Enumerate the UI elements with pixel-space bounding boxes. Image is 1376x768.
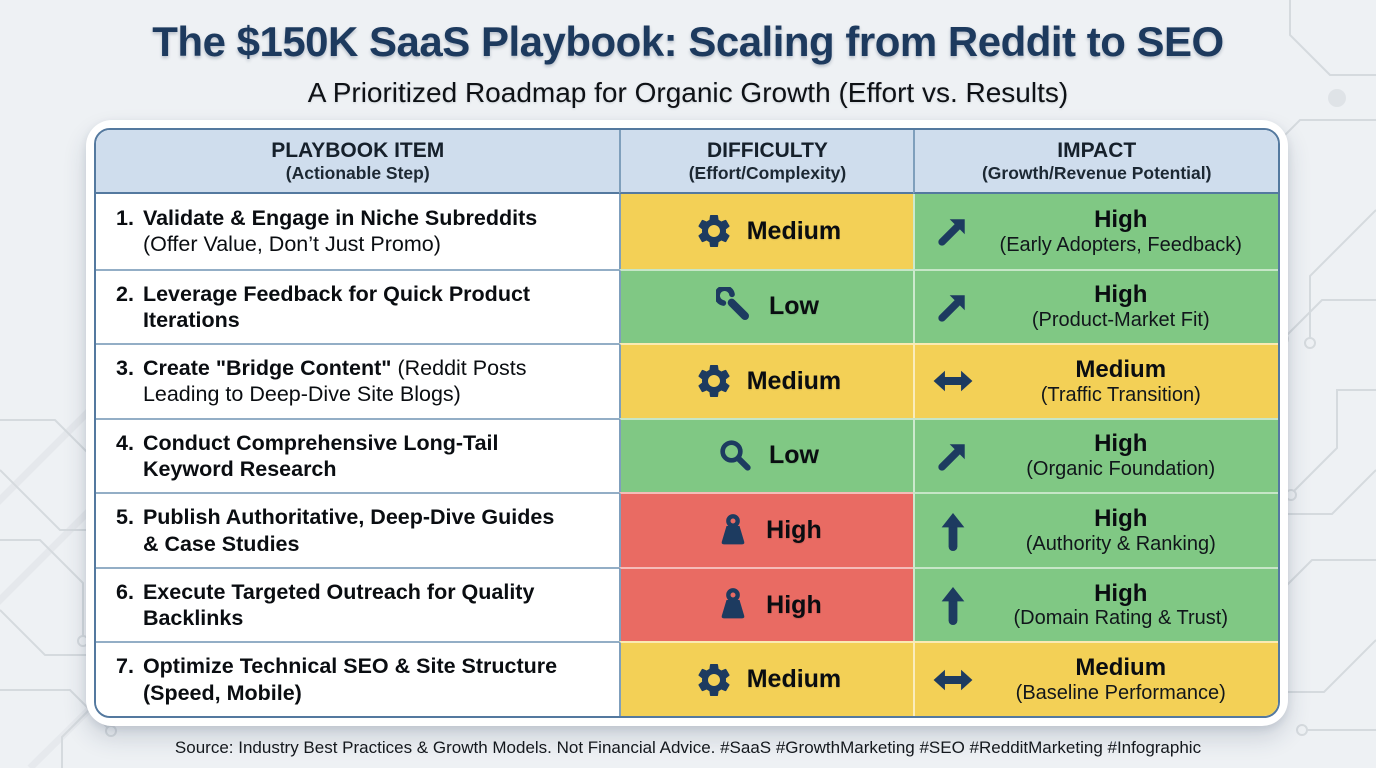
impact-detail: (Early Adopters, Feedback) bbox=[999, 233, 1242, 256]
row-number: 1. bbox=[116, 206, 134, 231]
playbook-item-text: 5. Publish Authoritative, Deep-Dive Guid… bbox=[116, 504, 575, 556]
column-header-sublabel: (Growth/Revenue Potential) bbox=[981, 163, 1212, 183]
impact-cell: High (Domain Rating & Trust) bbox=[913, 566, 1278, 642]
playbook-item-text: 3. Create "Bridge Content" (Reddit Posts… bbox=[116, 355, 575, 407]
playbook-item-text: 7. Optimize Technical SEO & Site Structu… bbox=[116, 653, 575, 705]
impact-detail: (Product-Market Fit) bbox=[1031, 309, 1210, 332]
impact-cell: Medium (Baseline Performance) bbox=[913, 641, 1278, 716]
difficulty-cell: High bbox=[619, 492, 914, 567]
playbook-card: PLAYBOOK ITEM (Actionable Step) DIFFICUL… bbox=[86, 120, 1288, 726]
impact-cell: High (Organic Foundation) bbox=[913, 417, 1278, 493]
item-bold-text: Create "Bridge Content" bbox=[142, 356, 392, 381]
gear-icon bbox=[694, 660, 734, 700]
row-number: 4. bbox=[116, 430, 134, 455]
item-bold-text: Execute Targeted Outreach for Quality Ba… bbox=[142, 579, 535, 631]
playbook-table: PLAYBOOK ITEM (Actionable Step) DIFFICUL… bbox=[94, 128, 1280, 718]
weight-icon bbox=[713, 585, 753, 625]
arrow-left-right-icon bbox=[931, 359, 975, 403]
playbook-item-text: 6. Execute Targeted Outreach for Quality… bbox=[116, 579, 575, 631]
playbook-item-cell: 4. Conduct Comprehensive Long-Tail Keywo… bbox=[96, 417, 620, 493]
column-header-label: DIFFICULTY bbox=[706, 138, 828, 162]
weight-icon bbox=[713, 511, 753, 551]
playbook-item-text: 2. Leverage Feedback for Quick Product I… bbox=[116, 281, 575, 333]
playbook-item-cell: 5. Publish Authoritative, Deep-Dive Guid… bbox=[96, 492, 620, 567]
impact-level: High bbox=[1094, 205, 1148, 233]
column-header-sublabel: (Effort/Complexity) bbox=[688, 163, 847, 183]
impact-cell: High (Early Adopters, Feedback) bbox=[913, 194, 1278, 269]
impact-detail: (Domain Rating & Trust) bbox=[1013, 607, 1228, 630]
item-detail-text: (Reddit Posts Leading to Deep-Dive Site … bbox=[142, 356, 527, 407]
impact-detail: (Organic Foundation) bbox=[1026, 458, 1216, 481]
difficulty-cell: Low bbox=[619, 417, 914, 493]
source-footer: Source: Industry Best Practices & Growth… bbox=[174, 738, 1202, 757]
page-subtitle: A Prioritized Roadmap for Organic Growth… bbox=[307, 77, 1069, 108]
row-number: 7. bbox=[116, 654, 134, 679]
difficulty-label: Low bbox=[768, 441, 819, 470]
impact-level: High bbox=[1094, 430, 1148, 458]
difficulty-cell: Medium bbox=[619, 641, 914, 716]
column-header-playbook-item: PLAYBOOK ITEM (Actionable Step) bbox=[96, 130, 620, 194]
difficulty-cell: Medium bbox=[619, 194, 914, 269]
playbook-item-text: 4. Conduct Comprehensive Long-Tail Keywo… bbox=[116, 430, 575, 482]
difficulty-cell: High bbox=[619, 566, 914, 642]
row-number: 5. bbox=[116, 505, 134, 530]
column-header-label: IMPACT bbox=[1057, 138, 1137, 162]
row-number: 6. bbox=[116, 579, 134, 604]
impact-level: High bbox=[1094, 504, 1148, 532]
difficulty-cell: Low bbox=[619, 268, 914, 344]
impact-level: Medium bbox=[1075, 355, 1167, 383]
item-bold-text: Leverage Feedback for Quick Product Iter… bbox=[142, 281, 531, 332]
impact-level: Medium bbox=[1075, 654, 1167, 682]
item-bold-text: Publish Authoritative, Deep-Dive Guides … bbox=[142, 505, 555, 556]
arrow-up-icon bbox=[931, 509, 975, 553]
arrow-up-right-icon bbox=[931, 209, 975, 253]
item-bold-text: Conduct Comprehensive Long-Tail Keyword … bbox=[142, 430, 499, 481]
item-bold-text: Optimize Technical SEO & Site Structure … bbox=[142, 654, 558, 705]
column-header-impact: IMPACT (Growth/Revenue Potential) bbox=[913, 130, 1278, 194]
difficulty-label: High bbox=[766, 516, 822, 545]
impact-detail: (Baseline Performance) bbox=[1015, 681, 1226, 704]
playbook-item-cell: 2. Leverage Feedback for Quick Product I… bbox=[96, 268, 620, 344]
arrow-up-icon bbox=[931, 583, 975, 627]
item-bold-text: Validate & Engage in Niche Subreddits bbox=[142, 206, 538, 231]
impact-cell: High (Product-Market Fit) bbox=[913, 268, 1278, 344]
difficulty-label: High bbox=[766, 590, 822, 619]
difficulty-label: Low bbox=[768, 292, 819, 321]
item-detail-text: (Offer Value, Don’t Just Promo) bbox=[142, 232, 441, 257]
playbook-item-cell: 1. Validate & Engage in Niche Subreddits… bbox=[96, 194, 620, 269]
column-header-label: PLAYBOOK ITEM bbox=[271, 138, 445, 162]
page-title: The $150K SaaS Playbook: Scaling from Re… bbox=[152, 18, 1224, 65]
impact-cell: Medium (Traffic Transition) bbox=[913, 343, 1278, 418]
gear-icon bbox=[694, 211, 734, 251]
impact-detail: (Authority & Ranking) bbox=[1025, 532, 1216, 555]
playbook-item-cell: 3. Create "Bridge Content" (Reddit Posts… bbox=[96, 343, 620, 418]
playbook-item-text: 1. Validate & Engage in Niche Subreddits… bbox=[116, 205, 575, 257]
column-header-difficulty: DIFFICULTY (Effort/Complexity) bbox=[619, 130, 914, 194]
wrench-icon bbox=[715, 286, 756, 327]
arrow-left-right-icon bbox=[931, 658, 975, 702]
impact-level: High bbox=[1094, 579, 1148, 607]
arrow-up-right-icon bbox=[931, 434, 975, 478]
difficulty-label: Medium bbox=[746, 366, 842, 395]
playbook-item-cell: 7. Optimize Technical SEO & Site Structu… bbox=[96, 641, 620, 716]
difficulty-label: Medium bbox=[746, 216, 842, 245]
impact-cell: High (Authority & Ranking) bbox=[913, 492, 1278, 567]
impact-level: High bbox=[1094, 281, 1148, 309]
difficulty-cell: Medium bbox=[619, 343, 914, 418]
impact-detail: (Traffic Transition) bbox=[1040, 383, 1201, 406]
row-number: 3. bbox=[116, 356, 134, 381]
difficulty-label: Medium bbox=[746, 665, 842, 694]
magnifier-icon bbox=[716, 436, 756, 476]
arrow-up-right-icon bbox=[931, 285, 975, 329]
playbook-item-cell: 6. Execute Targeted Outreach for Quality… bbox=[96, 566, 620, 642]
gear-icon bbox=[694, 361, 734, 401]
column-header-sublabel: (Actionable Step) bbox=[285, 163, 430, 183]
row-number: 2. bbox=[116, 281, 134, 306]
